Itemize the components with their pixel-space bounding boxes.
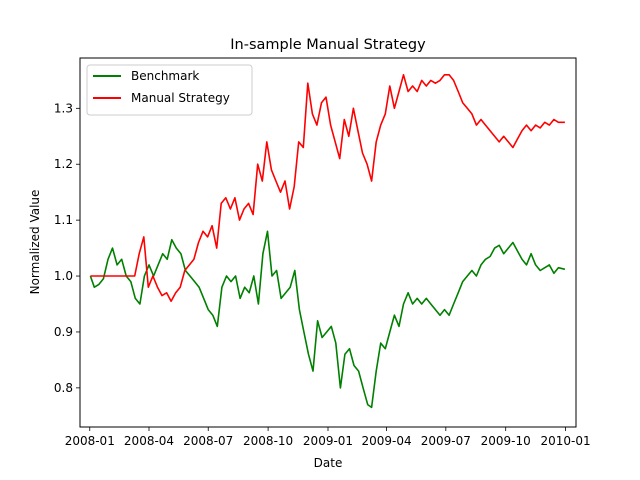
chart-title: In-sample Manual Strategy bbox=[230, 37, 426, 53]
y-tick-label: 0.8 bbox=[54, 381, 73, 395]
x-tick-label: 2008-04 bbox=[124, 434, 174, 448]
x-tick-label: 2009-07 bbox=[421, 434, 471, 448]
y-tick-label: 0.9 bbox=[54, 325, 73, 339]
x-tick-label: 2008-01 bbox=[65, 434, 115, 448]
x-tick-label: 2009-04 bbox=[362, 434, 412, 448]
y-axis-ticks: 0.8 0.9 1.0 1.1 1.2 1.3 bbox=[54, 101, 80, 395]
plot-area bbox=[89, 74, 566, 409]
y-tick-label: 1.1 bbox=[54, 213, 73, 227]
legend-label-manual-strategy: Manual Strategy bbox=[131, 91, 230, 105]
x-axis-ticks: 2008-01 2008-04 2008-07 2008-10 2009-01 2009-… bbox=[65, 427, 591, 448]
series-line-benchmark bbox=[89, 230, 566, 409]
y-axis-label: Normalized Value bbox=[28, 190, 42, 295]
x-tick-label: 2008-07 bbox=[183, 434, 233, 448]
x-tick-label: 2009-10 bbox=[481, 434, 531, 448]
x-axis-label: Date bbox=[314, 456, 343, 470]
y-tick-label: 1.2 bbox=[54, 157, 73, 171]
axes-frame bbox=[79, 57, 577, 428]
legend-box bbox=[86, 64, 253, 116]
legend-label-benchmark: Benchmark bbox=[131, 69, 199, 83]
y-tick-label: 1.3 bbox=[54, 101, 73, 115]
x-tick-label: 2010-01 bbox=[541, 434, 591, 448]
legend: Benchmark Manual Strategy bbox=[86, 64, 253, 116]
x-tick-label: 2009-01 bbox=[303, 434, 353, 448]
y-tick-label: 1.0 bbox=[54, 269, 73, 283]
x-tick-label: 2008-10 bbox=[243, 434, 293, 448]
series-line-manual-strategy bbox=[90, 74, 565, 302]
